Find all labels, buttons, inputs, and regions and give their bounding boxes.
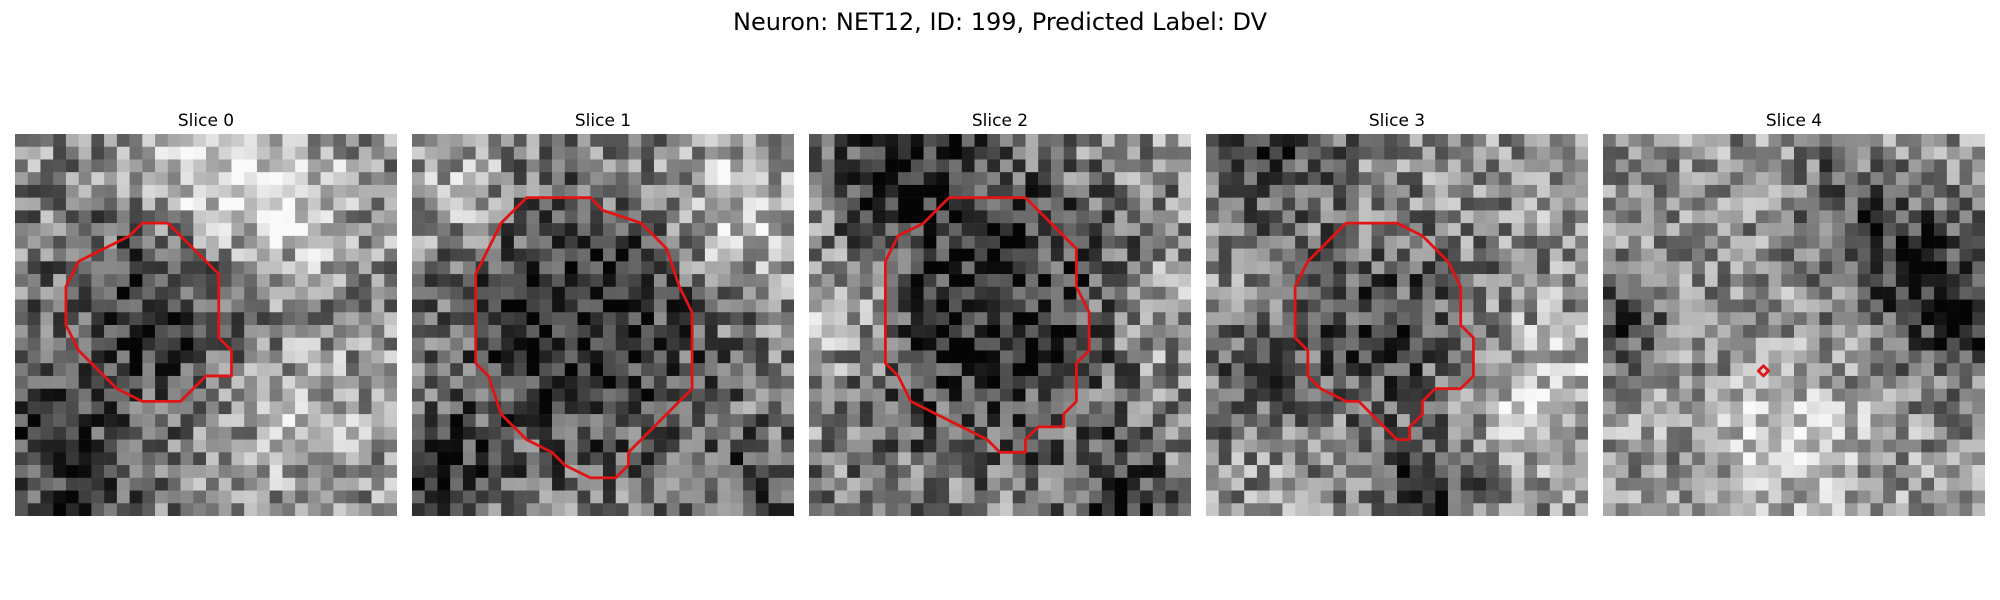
neuron-contour xyxy=(1756,364,1770,378)
panel-slice-3: Slice 3 xyxy=(1206,110,1588,516)
panel-slice-0: Slice 0 xyxy=(15,110,397,516)
slice-image xyxy=(809,134,1191,516)
panel-title: Slice 3 xyxy=(1368,111,1426,131)
slice-image xyxy=(1603,134,1985,516)
neuron-contour xyxy=(474,196,694,480)
panel-slice-4: Slice 4 xyxy=(1603,110,1985,516)
panel-title: Slice 2 xyxy=(971,111,1029,131)
panel-title: Slice 4 xyxy=(1765,111,1823,131)
neuron-contour xyxy=(883,196,1091,454)
neuron-contour xyxy=(1293,221,1475,442)
neuron-contour xyxy=(64,221,233,403)
panel-slice-2: Slice 2 xyxy=(809,110,1191,516)
panel-title: Slice 0 xyxy=(177,111,235,131)
slice-image xyxy=(15,134,397,516)
panel-slice-1: Slice 1 xyxy=(412,110,794,516)
figure-title: Neuron: NET12, ID: 199, Predicted Label:… xyxy=(732,8,1268,36)
panel-title: Slice 1 xyxy=(574,111,632,131)
slice-image xyxy=(1206,134,1588,516)
slice-image xyxy=(412,134,794,516)
